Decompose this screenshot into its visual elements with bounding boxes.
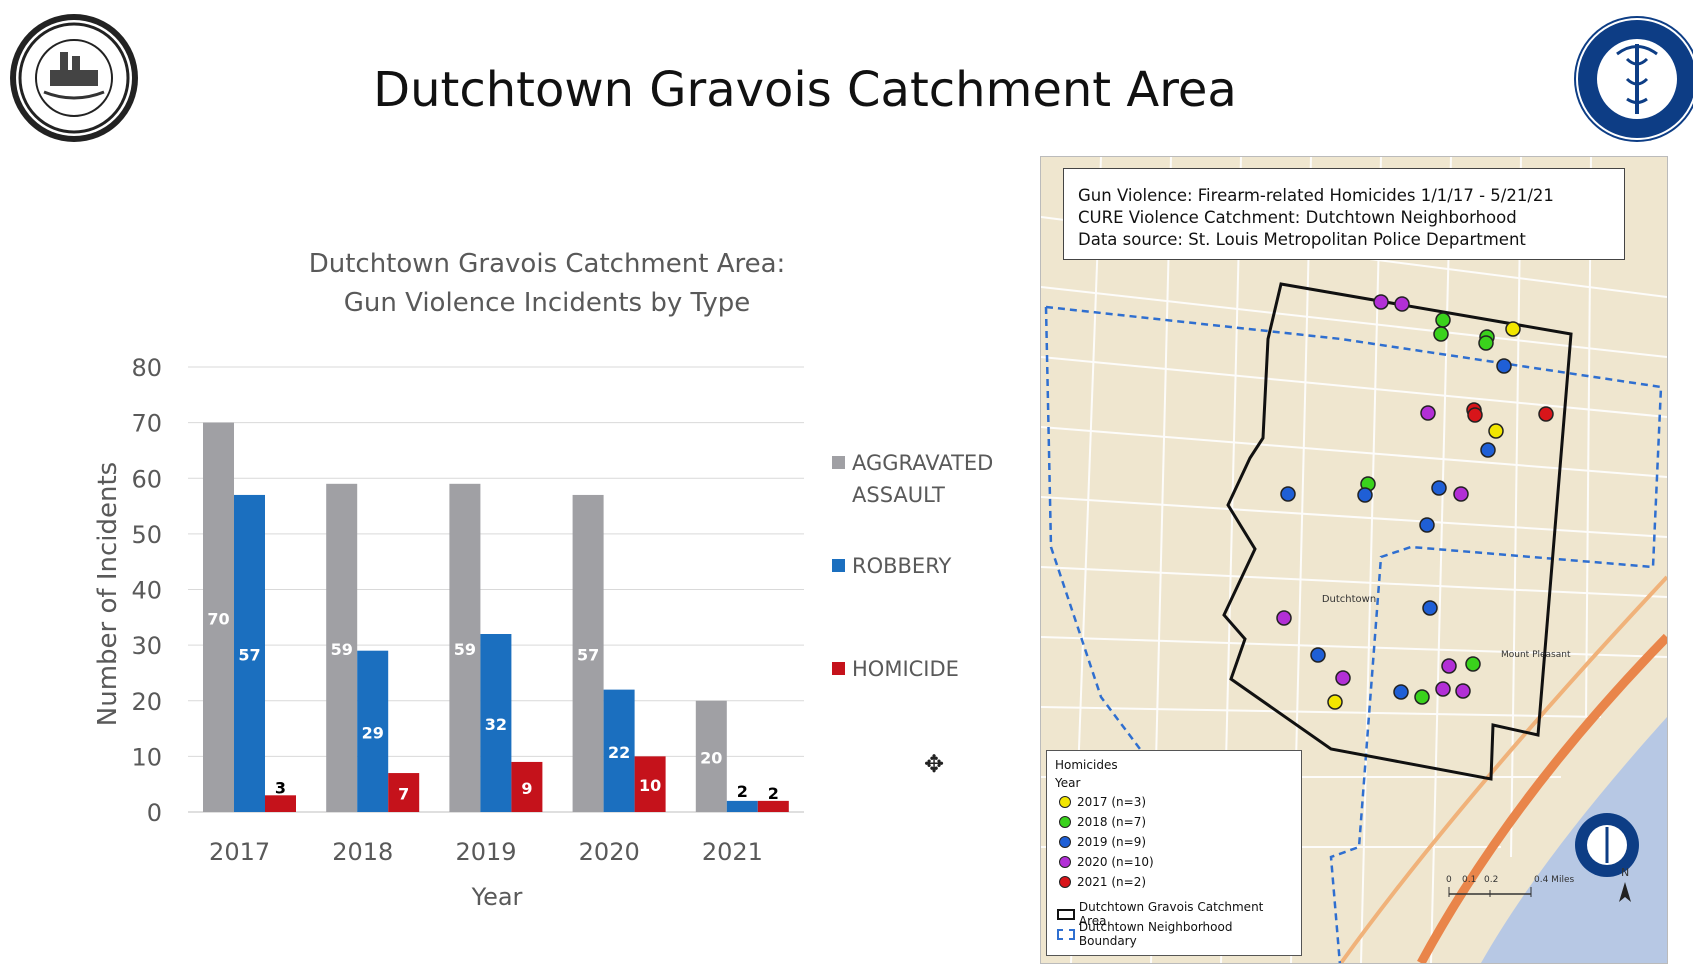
legend-item-2019: 2019 (n=9) [1055, 832, 1293, 852]
y-axis-label: Number of Incidents [93, 462, 123, 726]
data-label: 59 [454, 640, 476, 659]
black-outline-icon [1057, 908, 1075, 920]
data-label: 3 [275, 778, 286, 797]
bar-robbery [480, 634, 512, 812]
x-tick-label: 2021 [702, 838, 763, 866]
y-tick-label: 70 [131, 410, 162, 438]
x-axis-label: Year [471, 883, 523, 911]
map-info-box: Gun Violence: Firearm-related Homicides … [1063, 168, 1625, 260]
legend-item-catchment: Dutchtown Gravois Catchment Area [1055, 900, 1293, 928]
legend-label: Dutchtown Gravois Catchment Area [1078, 900, 1264, 928]
health-department-seal-logo [1574, 16, 1693, 142]
bar-aggravated-assault [449, 483, 481, 812]
bar-homicide [634, 756, 666, 812]
map-label-mount-pleasant: Mount Pleasant [1501, 650, 1571, 660]
scale-bar-label: 0.4 Miles [1534, 875, 1575, 885]
legend-label: Dutchtown Neighborhood Boundary [1078, 920, 1233, 948]
x-tick-label: 2017 [209, 838, 270, 866]
map-info-line: Data source: St. Louis Metropolitan Poli… [1078, 230, 1526, 249]
legend-label: 2020 (n=10) [1077, 855, 1154, 869]
move-cursor-icon: ✥ [924, 751, 945, 778]
legend-swatch [832, 662, 845, 675]
chart-subtitle: Gun Violence Incidents by Type [344, 288, 751, 318]
data-label: 9 [521, 779, 532, 798]
y-tick-label: 0 [147, 799, 162, 827]
red-dot-icon [1059, 876, 1071, 888]
legend-label: HOMICIDE [852, 657, 959, 681]
bar-chart: Dutchtown Gravois Catchment Area: Gun Vi… [93, 249, 993, 911]
y-tick-label: 80 [131, 354, 162, 382]
data-label: 22 [608, 743, 630, 762]
legend-swatch [832, 456, 845, 469]
legend-item-2018: 2018 (n=7) [1055, 812, 1293, 832]
y-tick-label: 60 [131, 465, 162, 493]
y-tick-label: 50 [131, 521, 162, 549]
legend-label: AGGRAVATED [852, 451, 993, 475]
y-tick-label: 20 [131, 688, 162, 716]
blue-dashed-outline-icon [1057, 928, 1075, 940]
legend-item-boundary: Dutchtown Neighborhood Boundary [1055, 920, 1293, 948]
data-label: 29 [362, 723, 384, 742]
scale-tick-2: 0.2 [1484, 875, 1499, 885]
bar-homicide [757, 800, 789, 812]
city-seal-logo [10, 14, 138, 142]
blue-dot-icon [1059, 836, 1071, 848]
legend-item-2021: 2021 (n=2) [1055, 872, 1293, 892]
data-label: 20 [700, 748, 722, 767]
data-label: 59 [331, 640, 353, 659]
scale-tick-1: 0.1 [1462, 875, 1477, 885]
map-info-line: Gun Violence: Firearm-related Homicides … [1078, 186, 1554, 205]
legend-label: 2017 (n=3) [1077, 795, 1147, 809]
data-label: 2 [768, 784, 779, 803]
data-label: 57 [577, 645, 599, 664]
x-tick-label: 2020 [579, 838, 640, 866]
bar-robbery [603, 689, 635, 812]
chart-title: Dutchtown Gravois Catchment Area: [309, 249, 786, 279]
y-tick-label: 30 [131, 632, 162, 660]
bar-aggravated-assault [695, 700, 727, 812]
map-info-line: CURE Violence Catchment: Dutchtown Neigh… [1078, 208, 1517, 227]
bar-robbery [234, 494, 265, 812]
bar-robbery [726, 800, 758, 812]
scale-tick-0: 0 [1446, 875, 1452, 885]
map-legend: Homicides Year 2017 (n=3) 2018 (n=7) 201… [1046, 750, 1302, 956]
bar-aggravated-assault [326, 483, 358, 812]
legend-label: 2018 (n=7) [1077, 815, 1147, 829]
legend-swatch [832, 559, 845, 572]
legend-label: 2021 (n=2) [1077, 875, 1147, 889]
yellow-dot-icon [1059, 796, 1071, 808]
legend-label: ASSAULT [852, 483, 945, 507]
north-arrow-label: N [1621, 866, 1630, 879]
data-label: 2 [737, 782, 748, 801]
green-dot-icon [1059, 816, 1071, 828]
legend-item-2020: 2020 (n=10) [1055, 852, 1293, 872]
bar-homicide [265, 795, 296, 812]
bar-homicide [511, 761, 543, 812]
x-tick-label: 2018 [332, 838, 393, 866]
page-title: Dutchtown Gravois Catchment Area [373, 62, 1237, 118]
y-tick-label: 10 [131, 743, 162, 771]
map-legend-title: Homicides [1055, 758, 1118, 772]
bar-robbery [357, 650, 389, 812]
bar-homicide [388, 773, 420, 812]
data-label: 57 [238, 645, 260, 664]
bar-aggravated-assault [572, 494, 604, 812]
x-tick-label: 2019 [455, 838, 516, 866]
data-label: 10 [639, 776, 661, 795]
data-label: 7 [398, 785, 409, 804]
legend-label: ROBBERY [852, 554, 951, 578]
map-label-dutchtown: Dutchtown [1322, 594, 1376, 605]
map-legend-subtitle: Year [1055, 776, 1081, 790]
bar-aggravated-assault [203, 422, 234, 812]
purple-dot-icon [1059, 856, 1071, 868]
data-label: 32 [485, 715, 507, 734]
legend-label: 2019 (n=9) [1077, 835, 1147, 849]
data-label: 70 [207, 609, 229, 628]
y-tick-label: 40 [131, 577, 162, 605]
legend-item-2017: 2017 (n=3) [1055, 792, 1293, 812]
